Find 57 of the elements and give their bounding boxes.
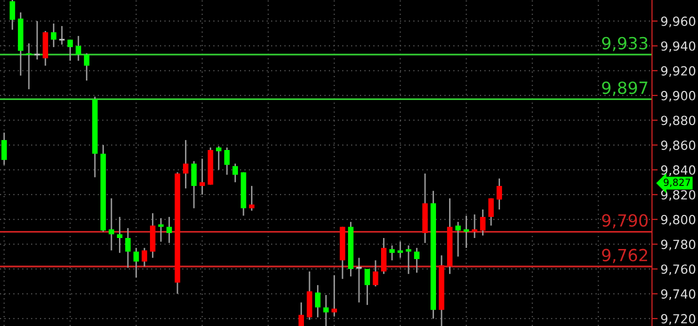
candlestick xyxy=(34,20,41,60)
candlestick xyxy=(364,268,370,306)
candlestick xyxy=(50,22,56,48)
candlestick xyxy=(76,35,82,62)
candlestick xyxy=(84,52,90,82)
candlestick xyxy=(191,160,197,209)
candlestick xyxy=(488,198,494,226)
y-tick-label: 9,800 xyxy=(661,214,696,226)
candlestick xyxy=(199,158,205,196)
candlestick xyxy=(414,247,420,274)
y-tick-label: 9,740 xyxy=(661,289,696,300)
y-tick-label: 9,840 xyxy=(661,165,696,176)
candlestick xyxy=(398,241,403,259)
candlestick xyxy=(216,146,222,171)
candlestick xyxy=(249,185,254,212)
y-tick-label: 9,900 xyxy=(661,90,696,102)
y-tick-label: 9,820 xyxy=(661,190,696,201)
y-tick-label: 9,880 xyxy=(661,116,696,126)
candlestick xyxy=(10,0,16,30)
candlestick xyxy=(125,227,131,268)
candlestick xyxy=(381,237,386,275)
candlestick xyxy=(182,139,188,190)
candlestick xyxy=(298,302,304,326)
candlestick xyxy=(464,214,470,249)
candlestick xyxy=(58,25,66,46)
y-tick-label: 9,760 xyxy=(661,264,696,276)
candlestick xyxy=(406,244,412,275)
candlestick xyxy=(455,221,461,258)
y-tick-label: 9,940 xyxy=(661,41,696,52)
ref-line-label: 9,790 xyxy=(602,214,648,228)
candlestick xyxy=(315,284,320,318)
y-tick-label: 9,960 xyxy=(661,16,696,28)
candlestick xyxy=(67,38,73,62)
candlestick xyxy=(480,208,486,236)
candlestick xyxy=(232,162,238,183)
candlestick xyxy=(496,178,502,210)
candlestick xyxy=(133,247,139,278)
y-tick-label: 9,720 xyxy=(661,314,696,325)
ref-line-label: 9,762 xyxy=(602,248,648,264)
ref-line-label: 9,933 xyxy=(602,36,648,52)
candlestick xyxy=(158,217,164,242)
candlestick xyxy=(1,132,7,166)
candlestick xyxy=(142,247,148,268)
candlestick xyxy=(372,260,378,288)
candlestick xyxy=(116,216,122,254)
y-tick-label: 9,920 xyxy=(661,66,696,77)
candlestick xyxy=(472,214,478,239)
candlestick xyxy=(332,274,337,317)
candlestick xyxy=(389,244,395,261)
text: 9,827 xyxy=(664,178,690,187)
candlestick xyxy=(108,198,114,252)
candlestick xyxy=(323,294,329,326)
y-tick-label: 9,860 xyxy=(661,140,696,152)
y-tick-label: 9,780 xyxy=(661,240,696,250)
candlestick xyxy=(166,216,172,244)
candlestick xyxy=(224,146,230,176)
ref-line-label: 9,897 xyxy=(602,81,648,96)
